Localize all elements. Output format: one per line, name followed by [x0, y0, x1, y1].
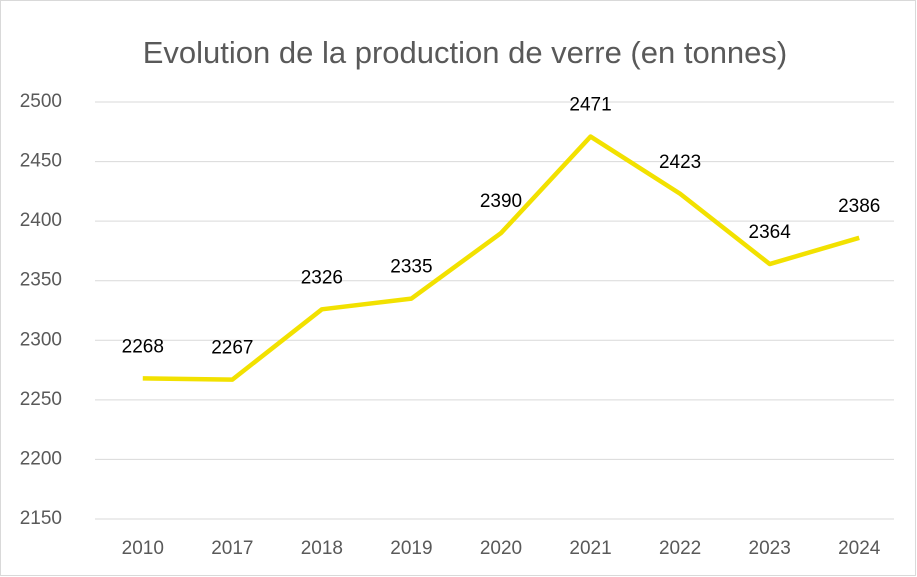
x-tick-label: 2019: [390, 538, 432, 559]
x-tick-label: 2018: [301, 538, 343, 559]
y-tick-label: 2400: [20, 210, 62, 231]
y-tick-label: 2450: [20, 151, 62, 172]
data-label: 2267: [211, 338, 253, 359]
y-tick-label: 2300: [20, 329, 62, 350]
line: [142, 134, 860, 382]
data-label: 2423: [659, 152, 701, 173]
x-tick-label: 2023: [749, 538, 791, 559]
y-tick-label: 2250: [20, 389, 62, 410]
y-tick-label: 2150: [20, 508, 62, 529]
x-tick-label: 2020: [480, 538, 522, 559]
chart-title: Evolution de la production de verre (en …: [143, 35, 788, 70]
x-tick-label: 2017: [211, 538, 253, 559]
x-tick-label: 2022: [659, 538, 701, 559]
y-tick-label: 2350: [20, 270, 62, 291]
data-label: 2326: [301, 267, 343, 288]
data-label: 2471: [569, 95, 611, 116]
data-label: 2386: [838, 196, 880, 217]
data-label: 2335: [390, 257, 432, 278]
data-label: 2268: [122, 336, 164, 357]
data-label: 2390: [480, 191, 522, 212]
x-tick-label: 2021: [569, 538, 611, 559]
y-tick-label: 2200: [20, 448, 62, 469]
x-tick-label: 2010: [122, 538, 164, 559]
data-label: 2364: [749, 222, 792, 243]
y-tick-label: 2500: [20, 91, 62, 112]
x-tick-label: 2024: [838, 538, 881, 559]
